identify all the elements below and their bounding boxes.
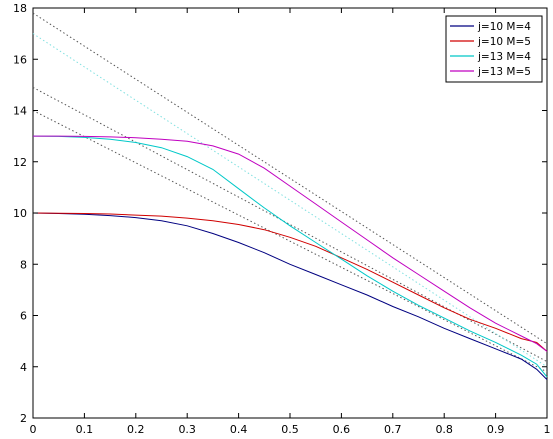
x-tick-label: 0.9 <box>487 423 505 436</box>
series-line-0 <box>32 212 548 380</box>
series-line-3 <box>33 135 548 352</box>
series-line-2 <box>32 135 548 378</box>
x-tick-label: 0.8 <box>435 423 453 436</box>
x-axis: 0 0.1 0.2 0.3 0.4 0.5 0.6 0.7 0.8 0.9 1 <box>30 8 551 436</box>
y-tick-label: 12 <box>13 156 27 169</box>
y-tick-label: 10 <box>13 207 27 220</box>
legend-label-3: j=13 M=5 <box>477 66 531 78</box>
legend: j=10 M=4 j=10 M=5 j=13 M=4 j=13 M=5 <box>445 15 543 83</box>
legend-label-2: j=13 M=4 <box>477 51 531 63</box>
y-tick-label: 4 <box>20 361 27 374</box>
reference-line-0 <box>32 110 548 373</box>
x-tick-label: 0.5 <box>281 423 299 436</box>
x-tick-label: 0.1 <box>76 423 94 436</box>
y-tick-label: 14 <box>13 105 27 118</box>
y-tick-label: 16 <box>13 53 27 66</box>
y-tick-label: 2 <box>20 412 27 425</box>
y-axis: 2 4 6 8 10 12 14 16 18 <box>13 2 547 425</box>
y-tick-label: 6 <box>20 310 27 323</box>
legend-label-0: j=10 M=4 <box>477 21 531 33</box>
x-tick-label: 0.3 <box>178 423 196 436</box>
series-line-1 <box>32 212 548 352</box>
data-series <box>32 135 548 380</box>
legend-label-1: j=10 M=5 <box>477 36 531 48</box>
x-tick-label: 0.6 <box>333 423 351 436</box>
x-tick-label: 0 <box>30 423 37 436</box>
x-tick-label: 0.2 <box>127 423 145 436</box>
y-tick-label: 18 <box>13 2 27 15</box>
x-tick-label: 0.4 <box>230 423 248 436</box>
x-tick-label: 0.7 <box>384 423 402 436</box>
y-tick-label: 8 <box>20 258 27 271</box>
x-tick-label: 1 <box>544 423 551 436</box>
reference-line-2 <box>32 12 548 345</box>
